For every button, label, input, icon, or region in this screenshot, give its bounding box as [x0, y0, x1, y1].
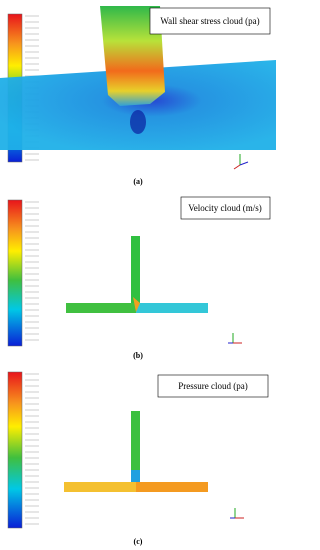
- panel-b: Velocity cloud (m/s) (b): [7, 196, 271, 360]
- jet-zone: [133, 297, 140, 312]
- colorbar: [7, 199, 23, 347]
- channel-right: [136, 303, 208, 313]
- channel-right: [136, 482, 208, 492]
- axis-triad: [230, 508, 244, 519]
- caption: (a): [133, 177, 143, 186]
- colorbar-labels: [25, 373, 39, 525]
- title-box: [180, 196, 271, 220]
- colorbar: [7, 371, 23, 529]
- low-zone: [131, 470, 140, 482]
- channel-left: [64, 482, 136, 492]
- caption: (c): [134, 537, 143, 546]
- axis-triad: [233, 154, 249, 170]
- branch-pipe: [100, 6, 165, 106]
- title-box: [157, 374, 269, 398]
- title-box: [149, 7, 271, 35]
- panel-title: Wall shear stress cloud (pa): [160, 16, 259, 26]
- low-zone: [130, 110, 146, 134]
- colorbar-labels: [25, 201, 39, 341]
- caption: (b): [133, 351, 143, 360]
- panel-c: Pressure cloud (pa) (c): [7, 371, 269, 546]
- branch-pipe: [131, 236, 140, 304]
- branch-pipe: [131, 411, 140, 475]
- panel-a: Wall shear stress cloud (pa) (a): [0, 6, 276, 186]
- axis-triad: [228, 333, 242, 344]
- panel-title: Pressure cloud (pa): [178, 381, 247, 391]
- panel-title: Velocity cloud (m/s): [188, 203, 262, 213]
- channel-left: [66, 303, 136, 313]
- figure: Wall shear stress cloud (pa) (a) Velocit…: [0, 6, 276, 546]
- channel: [0, 60, 276, 150]
